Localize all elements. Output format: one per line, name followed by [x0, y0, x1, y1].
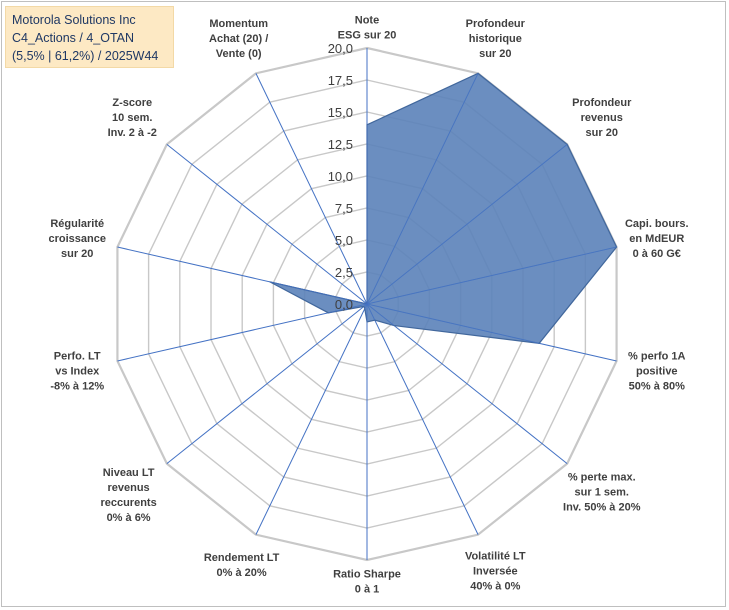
- title-line-company: Motorola Solutions Inc: [12, 13, 136, 27]
- tick-label: 20,0: [328, 41, 353, 56]
- tick-label: 12,5: [328, 137, 353, 152]
- axis-label-line: reccurents: [100, 497, 156, 509]
- axis-label-line: Ratio Sharpe: [333, 569, 401, 581]
- axis-label: % perte max. sur 1 sem. Inv. 50% à 20%: [563, 471, 641, 513]
- axis-label: Note ESG sur 20: [338, 15, 397, 42]
- axis-label-line: vs Index: [55, 365, 100, 377]
- axis-label-line: Perfo. LT: [54, 350, 101, 362]
- tick-label: 7,5: [335, 201, 353, 216]
- axis-label-line: ESG sur 20: [338, 30, 397, 42]
- axis-spoke-overlay: [366, 303, 376, 321]
- axis-label: Profondeur revenus sur 20: [572, 97, 632, 139]
- axis-label-line: 0% à 20%: [217, 567, 267, 579]
- axis-label-line: Niveau LT: [103, 467, 155, 479]
- axis-spoke: [255, 73, 368, 305]
- axis-label-line: croissance: [48, 233, 105, 245]
- axis-label-line: 0 à 60 G€: [633, 248, 681, 260]
- axis-label-line: % perfo 1A: [628, 350, 686, 362]
- axis-label-line: historique: [469, 33, 522, 45]
- axis-label: Perfo. LT vs Index -8% à 12%: [50, 350, 104, 392]
- axis-label: Capi. bours. en MdEUR 0 à 60 G€: [625, 218, 689, 260]
- axis-label: Ratio Sharpe 0 à 1: [333, 569, 401, 596]
- axis-label-line: Capi. bours.: [625, 218, 689, 230]
- axis-label-line: 10 sem.: [112, 112, 152, 124]
- axis-label-line: Achat (20) /: [209, 33, 268, 45]
- axis-label: Momentum Achat (20) / Vente (0): [209, 18, 268, 60]
- axis-label-line: sur 20: [586, 127, 618, 139]
- axis-spoke-overlay: [366, 303, 540, 344]
- tick-label: 2,5: [335, 265, 353, 280]
- data-series-area: [269, 72, 618, 344]
- axis-label-line: Rendement LT: [204, 552, 280, 564]
- axis-label-line: Z-score: [112, 97, 152, 109]
- axis-spoke-overlay: [269, 281, 368, 305]
- axis-label: Profondeur historique sur 20: [466, 18, 526, 60]
- axis-label-line: Régularité: [50, 218, 104, 230]
- tick-label: 0,0: [335, 297, 353, 312]
- axis-label-line: Note: [355, 15, 379, 27]
- axis-label-line: 50% à 80%: [629, 380, 685, 392]
- axis-label-line: 0% à 6%: [107, 512, 151, 524]
- axis-label-line: Inv. 50% à 20%: [563, 501, 641, 513]
- axis-spoke: [255, 303, 368, 535]
- axis-label-line: Profondeur: [466, 18, 526, 30]
- axis-label-line: Inversée: [473, 566, 518, 578]
- axis-label-line: positive: [636, 365, 678, 377]
- axis-label-line: Volatilité LT: [465, 551, 526, 563]
- axis-label-line: revenus: [581, 112, 623, 124]
- chart-title-box: Motorola Solutions Inc C4_Actions / 4_OT…: [5, 6, 174, 68]
- title-line-category: C4_Actions / 4_OTAN: [12, 31, 135, 45]
- tick-label: 5,0: [335, 233, 353, 248]
- tick-label: 17,5: [328, 73, 353, 88]
- axis-label: Niveau LT revenus reccurents 0% à 6%: [100, 467, 156, 524]
- tick-label: 15,0: [328, 105, 353, 120]
- axis-spoke: [366, 303, 568, 465]
- axis-spoke-overlay: [366, 246, 617, 305]
- axis-spoke-overlay: [366, 73, 479, 305]
- axis-label-line: sur 1 sem.: [575, 486, 629, 498]
- axis-spoke: [117, 303, 368, 362]
- title-line-stats: (5,5% | 61,2%) / 2025W44: [12, 49, 159, 63]
- axis-spoke-overlay: [366, 303, 395, 326]
- axis-label-line: Inv. 2 à -2: [108, 127, 157, 139]
- axis-spoke: [166, 143, 368, 305]
- axis-label-line: Momentum: [209, 18, 268, 30]
- axis-label-line: 40% à 0%: [470, 581, 520, 593]
- axis-spoke: [366, 303, 479, 535]
- axis-label: Régularité croissance sur 20: [48, 218, 105, 260]
- axis-label: Z-score 10 sem. Inv. 2 à -2: [108, 97, 157, 139]
- axis-spoke: [166, 303, 368, 465]
- axis-spoke-overlay: [366, 144, 568, 305]
- axis-label-line: sur 20: [479, 48, 511, 60]
- axis-label-line: en MdEUR: [629, 233, 684, 245]
- axis-label-line: -8% à 12%: [50, 380, 104, 392]
- axis-label-line: revenus: [107, 482, 149, 494]
- axis-label-line: sur 20: [61, 248, 93, 260]
- axis-label-line: 0 à 1: [355, 584, 379, 596]
- axis-label: Rendement LT 0% à 20%: [204, 552, 280, 579]
- axis-label-line: % perte max.: [568, 471, 636, 483]
- axis-label: % perfo 1A positive 50% à 80%: [628, 350, 686, 392]
- tick-label: 10,0: [328, 169, 353, 184]
- axis-spoke-overlay: [328, 303, 368, 314]
- axis-label-line: Vente (0): [216, 48, 262, 60]
- axis-label-line: Profondeur: [572, 97, 632, 109]
- axis-label: Volatilité LT Inversée 40% à 0%: [465, 551, 526, 593]
